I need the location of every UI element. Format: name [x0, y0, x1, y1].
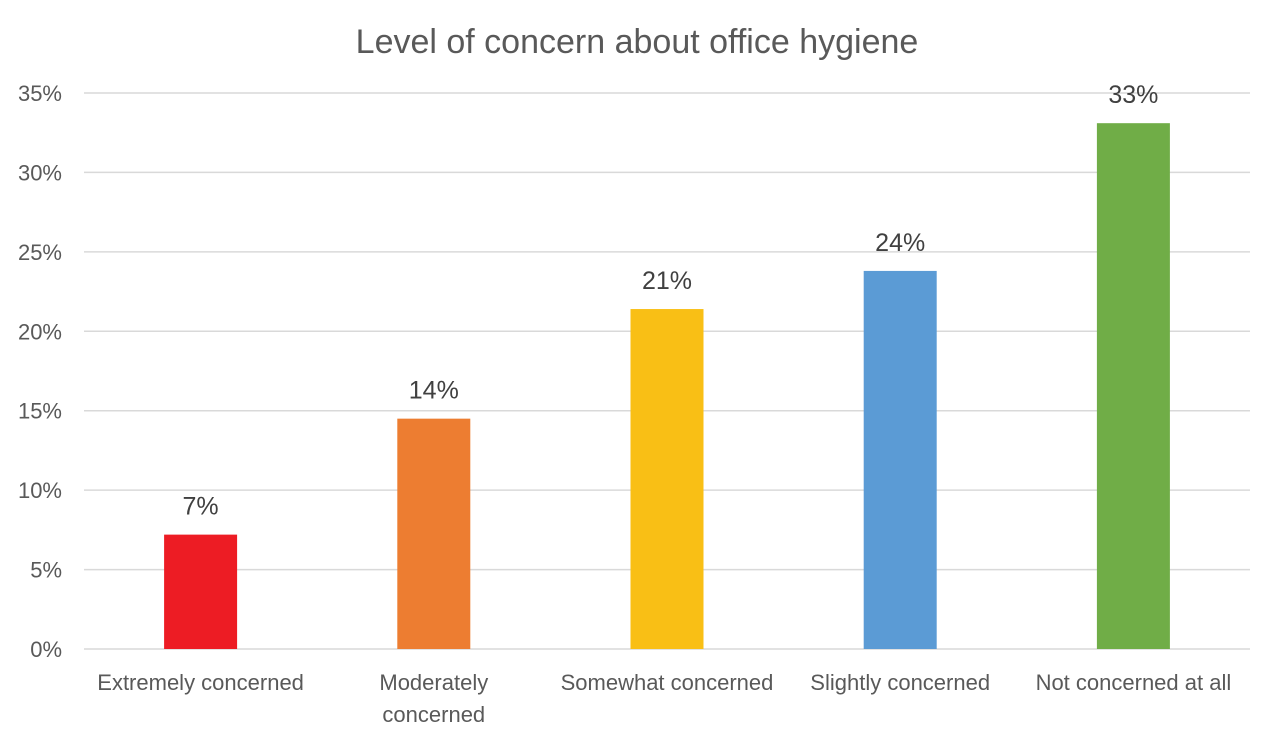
category-label: Slightly concerned — [810, 670, 990, 695]
y-tick-label: 5% — [30, 558, 62, 583]
bar — [630, 309, 704, 649]
bar — [164, 534, 238, 649]
bar — [863, 270, 937, 649]
y-tick-label: 0% — [30, 637, 62, 662]
category-label: Somewhat concerned — [561, 670, 774, 695]
y-tick-label: 30% — [18, 160, 62, 185]
category-label: Extremely concerned — [97, 670, 304, 695]
category-label: Not concerned at all — [1036, 670, 1232, 695]
category-label-line: Extremely concerned — [97, 670, 304, 695]
category-label: Moderately concerned — [379, 670, 488, 727]
category-label-line: Moderately — [379, 670, 488, 695]
category-label-line: Somewhat concerned — [561, 670, 774, 695]
data-label: 14% — [409, 377, 459, 405]
y-tick-label: 15% — [18, 399, 62, 424]
bar — [1096, 123, 1170, 649]
y-tick-label: 10% — [18, 478, 62, 503]
data-label: 33% — [1108, 81, 1158, 109]
y-tick-label: 20% — [18, 319, 62, 344]
y-tick-label: 35% — [18, 81, 62, 106]
category-label-line: Not concerned at all — [1036, 670, 1232, 695]
data-label: 21% — [642, 267, 692, 295]
data-labels: 7% 14% 21% 24% 33% — [183, 81, 1159, 520]
bars — [164, 123, 1170, 649]
chart-title: Level of concern about office hygiene — [356, 23, 919, 61]
data-label: 24% — [875, 229, 925, 257]
x-axis-category-labels: Extremely concerned Moderately concerned So… — [97, 670, 1231, 727]
y-tick-label: 25% — [18, 240, 62, 265]
category-label-line: concerned — [382, 702, 485, 727]
data-label: 7% — [183, 493, 219, 521]
y-axis-tick-labels: 0% 5% 10% 15% 20% 25% 30% 35% — [18, 81, 62, 662]
bar — [397, 418, 471, 649]
category-label-line: Slightly concerned — [810, 670, 990, 695]
